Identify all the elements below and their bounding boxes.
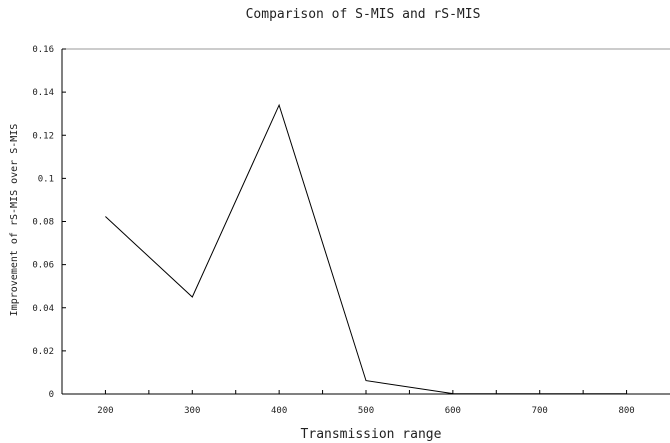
x-tick-label: 200 [97,406,113,416]
x-axis-label: Transmission range [301,427,442,442]
x-tick-label: 400 [271,406,287,416]
data-point [625,392,628,395]
y-tick-label: 0.14 [32,88,54,98]
x-tick-label: 800 [618,406,634,416]
series-layer [104,103,628,395]
x-tick-label: 700 [532,406,548,416]
y-tick-label: 0.16 [32,45,54,55]
data-point [538,392,541,395]
y-tick-label: 0.12 [32,131,54,141]
y-tick-label: 0.02 [32,347,54,357]
y-tick-label: 0.1 [38,174,54,184]
y-tick-label: 0 [49,390,54,400]
chart-title: Comparison of S-MIS and rS-MIS [246,7,481,22]
y-tick-label: 0.06 [32,261,54,271]
y-tick-label: 0.08 [32,218,54,228]
series-line [105,103,627,395]
data-point [104,215,107,218]
data-point [365,379,368,382]
x-tick-label: 600 [445,406,461,416]
y-axis-label: Improvement of rS-MIS over S-MIS [9,124,20,317]
data-point [451,392,454,395]
x-tick-label: 300 [184,406,200,416]
y-tick-label: 0.04 [32,304,54,314]
x-tick-label: 500 [358,406,374,416]
y-axis-ticks: 0 0.02 0.04 0.06 0.08 0.1 0.12 0.14 0.16 [32,45,66,400]
data-point [278,104,281,107]
data-point [191,295,194,298]
plot-frame [61,48,670,395]
